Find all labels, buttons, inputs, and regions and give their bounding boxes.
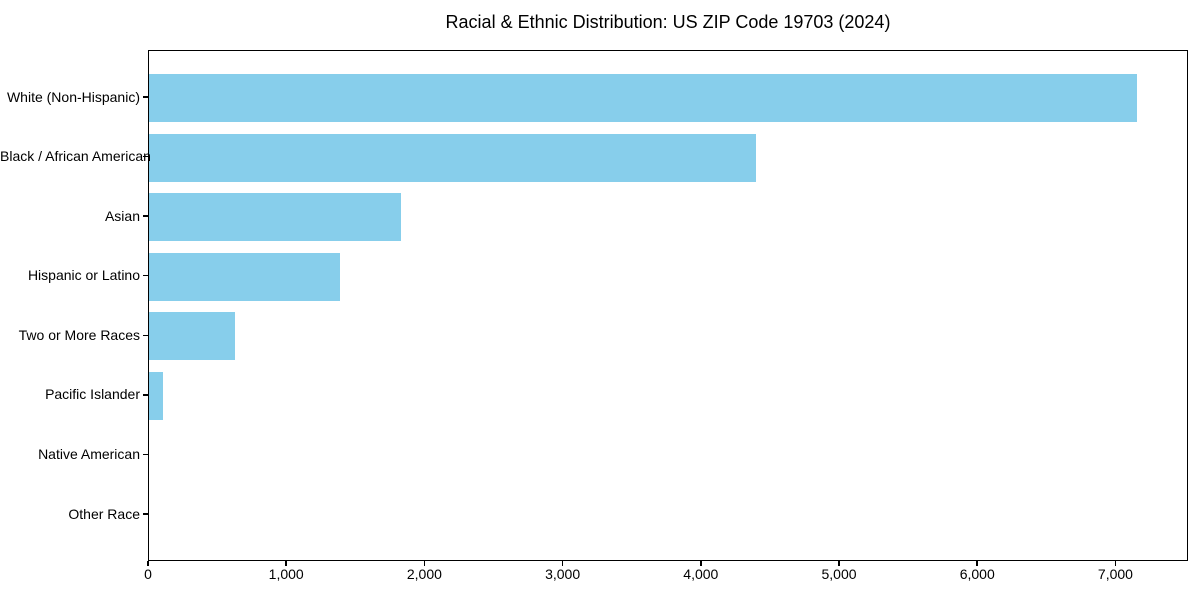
- x-tick-label-4000: 4,000: [683, 566, 719, 582]
- x-tick-label-7000: 7,000: [1097, 566, 1133, 582]
- y-tick-black-african-american: [143, 155, 148, 158]
- x-tick-4000: [700, 561, 702, 566]
- x-tick-label-3000: 3,000: [545, 566, 581, 582]
- y-tick-two-or-more-races: [143, 334, 148, 337]
- x-tick-label-6000: 6,000: [959, 566, 995, 582]
- plot-area: [148, 50, 1188, 561]
- y-tick-asian: [143, 215, 148, 217]
- x-tick-0: [147, 561, 149, 566]
- y-tick-label-white-non-hispanic: White (Non-Hispanic): [6, 88, 140, 105]
- x-tick-5000: [838, 561, 840, 566]
- chart-title: Racial & Ethnic Distribution: US ZIP Cod…: [445, 12, 891, 32]
- y-tick-label-other-race: Other Race: [68, 505, 140, 522]
- x-tick-label-5000: 5,000: [821, 566, 857, 582]
- y-tick-pacific-islander: [143, 394, 148, 396]
- y-tick-label-pacific-islander: Pacific Islander: [45, 386, 140, 403]
- y-tick-label-two-or-more-races: Two or More Races: [18, 326, 140, 343]
- y-tick-hispanic-or-latino: [143, 274, 148, 277]
- y-tick-label-native-american: Native American: [38, 445, 140, 462]
- x-tick-2000: [423, 561, 426, 566]
- x-tick-1000: [285, 561, 287, 566]
- x-tick-label-0: 0: [144, 566, 152, 582]
- x-tick-3000: [561, 561, 564, 566]
- y-tick-label-black-african-american: Black / African American: [0, 148, 151, 165]
- bar-hispanic-or-latino: [149, 252, 341, 301]
- y-tick-native-american: [143, 453, 148, 456]
- y-tick-label-hispanic-or-latino: Hispanic or Latino: [27, 267, 140, 284]
- bar-pacific-islander: [149, 371, 163, 420]
- bar-asian: [149, 193, 401, 242]
- bar-black-african-american: [149, 133, 756, 182]
- y-tick-label-asian: Asian: [104, 207, 140, 224]
- bar-two-or-more-races: [149, 312, 235, 361]
- x-tick-7000: [1114, 561, 1117, 566]
- bar-white-non-hispanic: [149, 74, 1138, 122]
- y-tick-white-non-hispanic: [143, 96, 148, 98]
- x-tick-label-1000: 1,000: [268, 566, 304, 582]
- y-tick-other-race: [143, 513, 148, 515]
- x-tick-6000: [976, 561, 978, 566]
- x-tick-label-2000: 2,000: [406, 566, 442, 582]
